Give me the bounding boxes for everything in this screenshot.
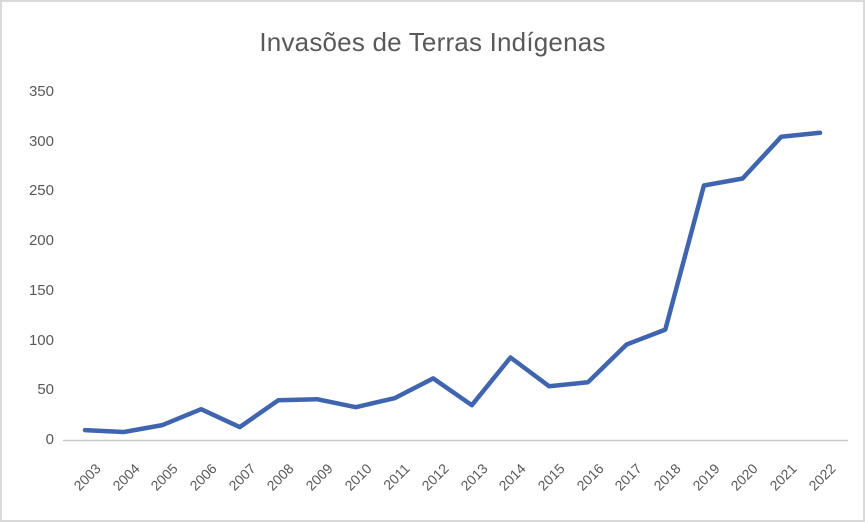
y-tick-label: 150 [28, 281, 54, 299]
y-tick-label: 200 [28, 232, 54, 250]
y-tick-label: 300 [28, 132, 54, 150]
y-tick-label: 250 [28, 182, 54, 200]
y-tick-label: 50 [37, 381, 54, 399]
y-tick-label: 0 [45, 431, 54, 448]
y-tick-label: 350 [28, 83, 54, 100]
chart-title: Invasões de Terras Indígenas [259, 27, 606, 57]
y-tick-label: 100 [28, 331, 54, 349]
data-series-line [82, 130, 823, 435]
